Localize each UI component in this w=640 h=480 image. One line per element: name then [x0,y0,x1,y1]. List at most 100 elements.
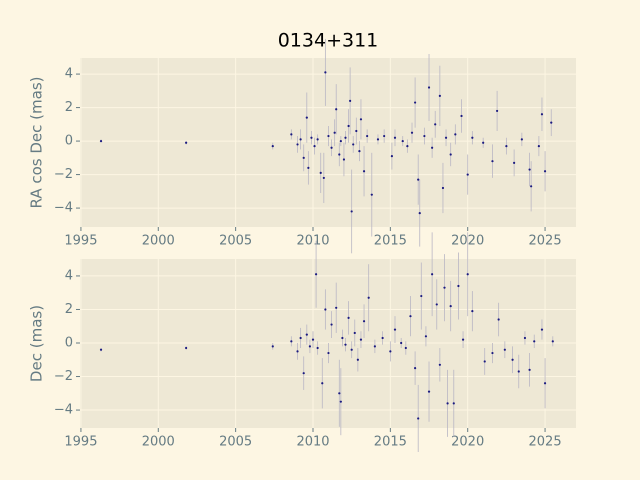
data-point [431,146,434,149]
data-point [452,402,455,405]
data-point [471,310,474,313]
data-point [528,368,531,371]
data-point [305,116,308,119]
data-point [483,360,486,363]
data-point [404,346,407,350]
x-tick-label: 2005 [219,234,252,249]
data-point [446,402,449,405]
data-point [454,133,457,136]
data-point [353,331,356,335]
data-point [271,345,274,348]
x-tick-label: 2000 [142,234,175,249]
x-tick-label: 2025 [529,435,562,450]
x-tick-label: 2015 [374,234,407,249]
data-point [406,145,409,148]
data-point [359,338,363,341]
data-point [367,296,370,299]
data-point [441,186,445,190]
data-point [324,71,327,74]
data-point [352,143,355,146]
data-point [414,367,417,370]
data-point [523,336,527,340]
x-tick-label: 2025 [529,234,562,249]
data-point [355,129,358,133]
data-point [417,178,420,181]
data-point [296,143,299,146]
data-point [482,141,485,144]
data-point [383,134,386,138]
data-point [314,273,318,276]
data-point [344,343,347,346]
x-tick-label: 2010 [296,435,329,450]
data-point [418,211,421,215]
x-tick-label: 1995 [64,435,97,450]
data-point [313,145,316,148]
data-point [540,328,544,331]
x-tick-label: 1995 [64,234,97,249]
x-tick-label: 2020 [451,435,484,450]
data-point [517,370,520,373]
y-tick-label: −2 [54,369,73,384]
data-point [393,136,397,139]
data-point [356,358,359,361]
data-point [381,336,384,340]
data-point [511,358,514,361]
y-tick-label: −4 [54,403,73,418]
data-point [443,286,446,289]
data-point [540,113,544,116]
data-point [423,134,426,138]
data-point [344,136,347,139]
data-point [503,348,506,351]
data-point [335,108,338,111]
data-point [310,136,313,139]
data-point [434,123,437,126]
data-point [350,210,353,213]
data-point [410,131,414,134]
data-point [327,134,330,138]
data-point [471,136,474,139]
data-point [330,323,333,326]
data-point [460,114,463,118]
data-point [308,345,311,348]
plot-area [80,259,576,428]
data-point [449,305,452,308]
y-axis-label: Dec (mas) [28,305,46,382]
data-point [99,139,103,143]
data-point [99,348,103,351]
data-point [362,170,366,173]
data-point [401,139,404,143]
y-tick-label: −4 [54,201,73,216]
data-point [409,315,412,318]
data-point [551,340,554,343]
data-point [420,294,423,298]
data-point [466,273,469,276]
data-point [497,318,500,321]
data-point [431,273,434,276]
data-point [444,136,448,139]
data-point [528,168,531,171]
data-point [389,350,392,353]
x-tick-label: 2005 [219,435,252,450]
data-point [321,382,324,385]
data-point [338,392,341,395]
y-tick-label: 2 [65,302,73,317]
data-point [333,131,336,134]
data-point [370,193,373,196]
data-point [338,153,341,156]
data-point [322,176,325,180]
data-point [438,94,441,97]
data-point [414,101,417,104]
data-point [373,345,376,348]
y-tick-label: 0 [65,134,73,149]
data-point [461,338,465,341]
data-point [290,340,293,343]
data-point [319,171,322,174]
data-point [299,336,302,340]
data-point [316,138,319,141]
data-point [427,86,431,89]
data-point [349,99,352,102]
data-point [520,138,523,141]
y-tick-label: −2 [54,167,73,182]
data-point [366,134,369,138]
